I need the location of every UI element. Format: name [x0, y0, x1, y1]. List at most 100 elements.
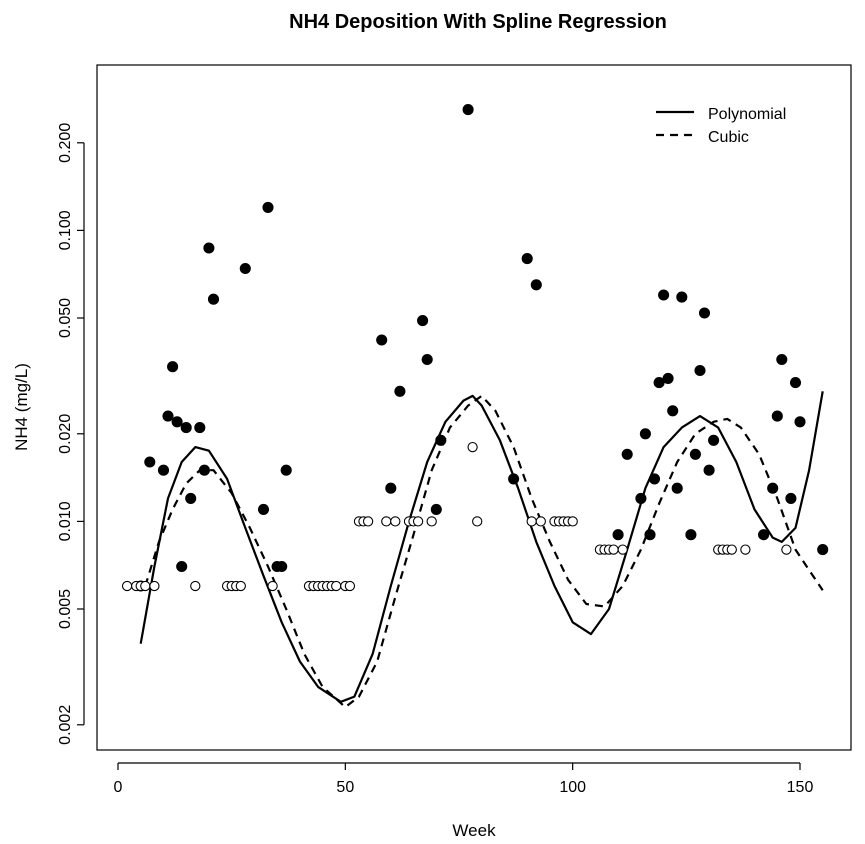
data-point-filled	[194, 422, 206, 434]
data-point-filled	[394, 385, 406, 397]
data-point-filled	[167, 361, 179, 373]
data-point-filled	[508, 473, 520, 485]
data-point-open	[781, 544, 792, 555]
data-point-filled	[694, 364, 706, 377]
data-point-filled	[644, 529, 656, 541]
data-point-filled	[662, 372, 674, 384]
y-tick-label: 0.020	[57, 414, 74, 454]
y-tick-label: 0.010	[57, 501, 74, 541]
data-point-open	[526, 516, 537, 527]
y-tick-label: 0.002	[57, 705, 74, 745]
data-point-filled	[530, 279, 542, 291]
data-point-filled	[817, 544, 829, 556]
data-point-filled	[185, 492, 197, 504]
data-point-filled	[776, 353, 788, 366]
cubic-curve	[144, 394, 824, 709]
data-point-filled	[767, 482, 779, 494]
chart-title: NH4 Deposition With Spline Regression	[289, 11, 667, 33]
data-point-filled	[171, 416, 183, 428]
x-tick-label: 150	[787, 779, 814, 796]
plot-box	[96, 64, 852, 751]
data-point-open	[567, 516, 578, 527]
data-point-filled	[785, 492, 797, 504]
legend: Polynomial Cubic	[656, 106, 786, 146]
y-tick-label: 0.200	[57, 123, 74, 163]
data-point-filled	[462, 104, 474, 116]
x-tick-label: 100	[559, 779, 586, 796]
x-axis: 0 50 100 150	[114, 762, 814, 796]
data-point-open	[535, 516, 546, 527]
data-point-filled	[758, 529, 770, 541]
data-point-filled	[621, 448, 633, 460]
data-point-open	[412, 516, 424, 527]
data-point-open	[467, 441, 478, 453]
data-point-filled	[262, 201, 274, 213]
data-point-filled	[708, 434, 720, 446]
y-tick-label: 0.005	[57, 589, 74, 629]
data-point-filled	[667, 405, 679, 417]
data-point-filled	[385, 482, 397, 494]
data-point-filled	[635, 492, 647, 504]
data-point-filled	[421, 353, 433, 366]
data-point-open	[617, 544, 628, 555]
data-point-filled	[703, 464, 715, 476]
data-point-filled	[648, 473, 661, 485]
data-point-open	[608, 544, 619, 555]
data-point-open	[149, 580, 160, 592]
data-point-filled	[685, 529, 697, 541]
data-point-open	[235, 580, 246, 592]
data-point-filled	[276, 560, 288, 573]
x-tick-label: 50	[336, 779, 354, 796]
data-point-open	[331, 580, 342, 592]
data-point-open	[267, 580, 278, 592]
data-point-filled	[653, 377, 665, 389]
data-point-filled	[435, 434, 447, 446]
data-point-filled	[157, 464, 170, 476]
data-point-filled	[280, 464, 292, 476]
data-point-open	[140, 580, 151, 592]
legend-cubic-label: Cubic	[708, 129, 749, 146]
x-tick-label: 0	[114, 779, 123, 796]
data-point-open	[362, 516, 374, 527]
data-point-filled	[658, 289, 670, 301]
data-points	[121, 104, 829, 592]
data-point-filled	[676, 291, 688, 303]
data-point-open	[121, 580, 133, 592]
data-point-filled	[698, 307, 711, 319]
data-point-filled	[689, 448, 701, 460]
data-point-filled	[521, 253, 533, 265]
data-point-filled	[794, 416, 806, 428]
y-tick-label: 0.050	[57, 298, 74, 338]
y-axis-label: NH4 (mg/L)	[12, 363, 31, 451]
data-point-filled	[430, 503, 442, 515]
data-point-filled	[417, 315, 429, 327]
data-point-filled	[198, 464, 210, 476]
data-point-open	[381, 516, 392, 527]
data-point-filled	[257, 503, 270, 515]
data-point-filled	[789, 377, 802, 389]
data-point-open	[344, 580, 356, 592]
data-point-filled	[207, 293, 220, 305]
regression-curves	[139, 391, 824, 709]
data-point-filled	[203, 242, 215, 254]
data-point-open	[426, 516, 437, 527]
data-point-filled	[239, 262, 251, 275]
data-point-filled	[771, 410, 783, 422]
legend-polynomial-label: Polynomial	[708, 106, 786, 123]
data-point-filled	[162, 410, 174, 422]
data-point-open	[390, 516, 401, 527]
data-point-filled	[176, 560, 188, 573]
data-point-filled	[376, 334, 388, 346]
data-point-filled	[639, 428, 651, 440]
y-axis: 0.002 0.005 0.010 0.020 0.050 0.100 0.200	[57, 123, 85, 745]
polynomial-curve	[139, 391, 824, 703]
y-tick-label: 0.100	[57, 210, 74, 250]
data-point-filled	[180, 422, 192, 434]
data-point-open	[726, 544, 737, 555]
data-point-open	[190, 580, 201, 592]
x-axis-label: Week	[452, 821, 496, 840]
data-point-filled	[671, 482, 683, 494]
data-point-filled	[612, 529, 624, 541]
data-point-open	[472, 516, 483, 527]
